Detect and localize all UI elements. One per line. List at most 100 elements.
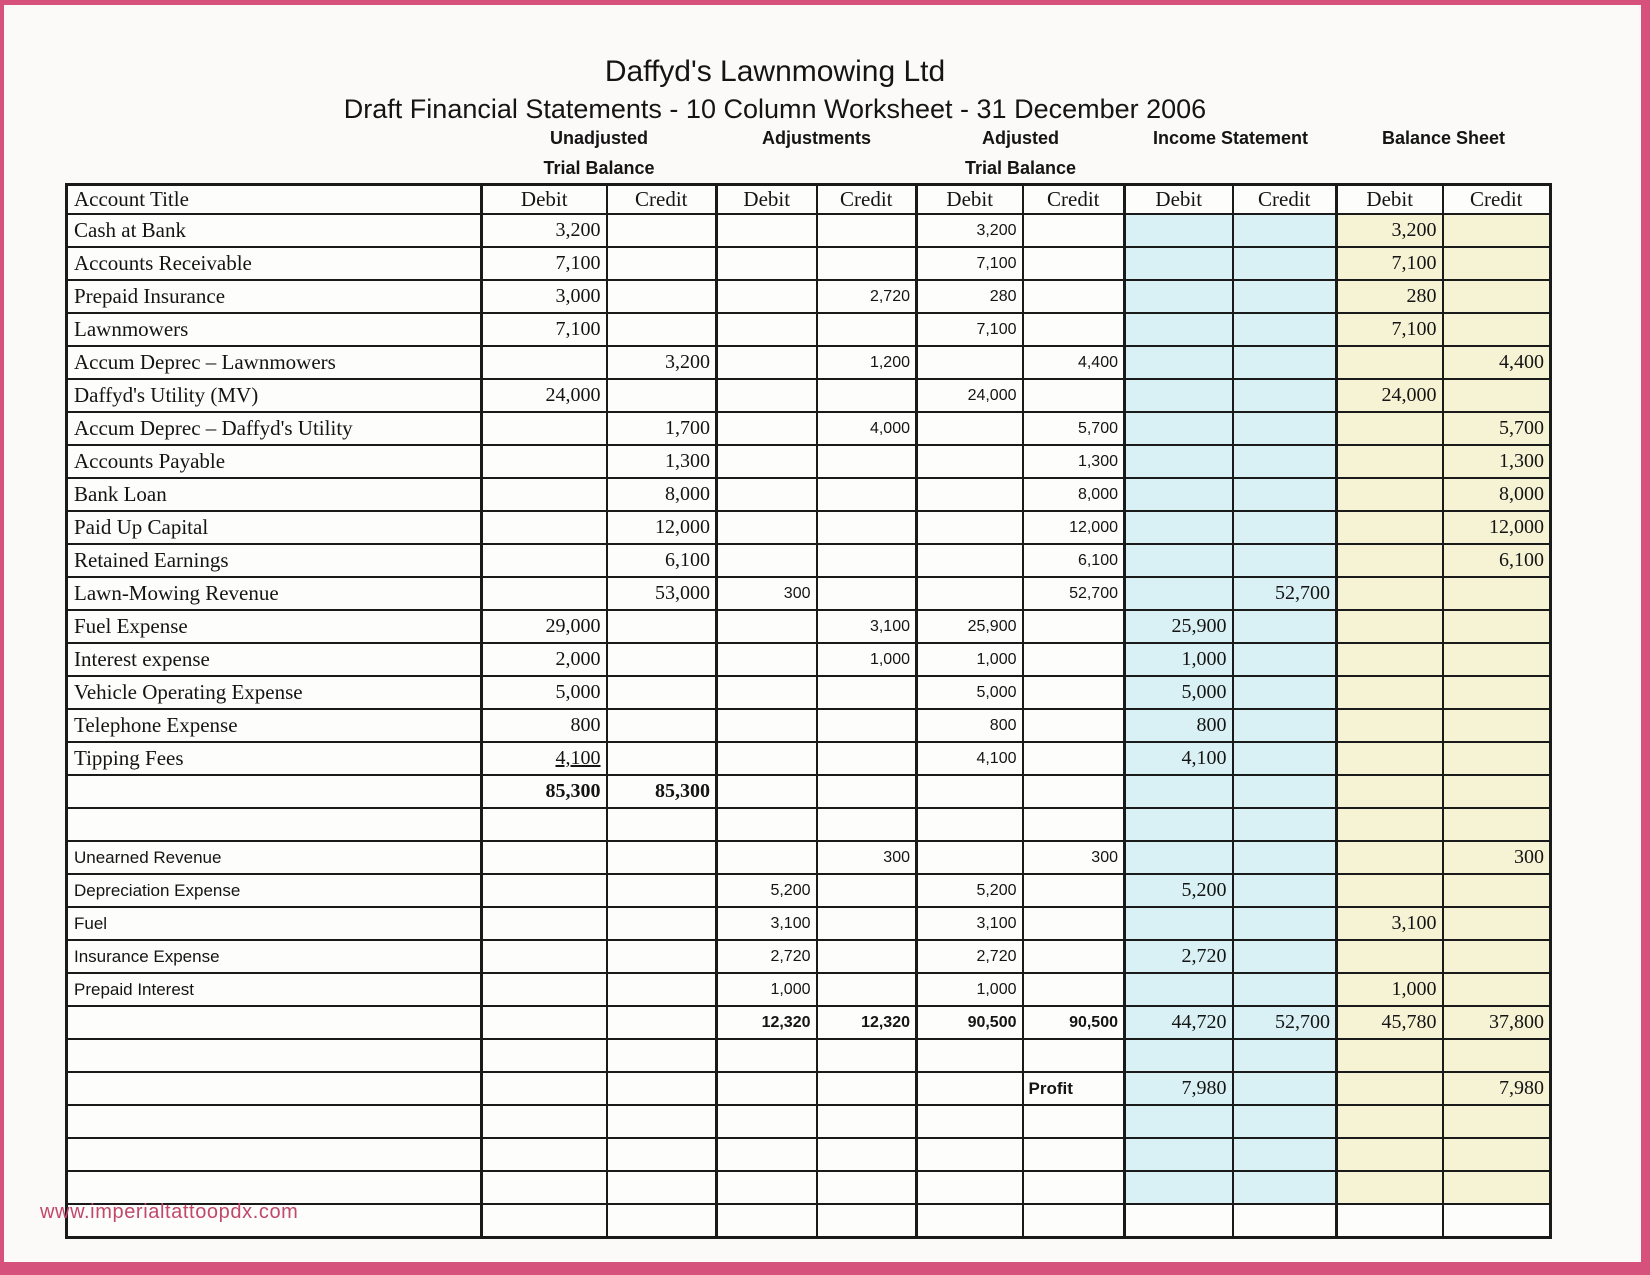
amount-cell: 24,000 xyxy=(915,378,1024,413)
empty-cell xyxy=(915,411,1024,446)
group-header-label: Trial Balance xyxy=(543,157,655,178)
empty-cell xyxy=(1123,246,1234,281)
amount-cell: 800 xyxy=(1123,708,1234,743)
empty-cell xyxy=(65,1104,483,1139)
table-row: Insurance Expense 2,720 2,720 2,720 xyxy=(65,939,1552,974)
empty-cell xyxy=(1123,411,1234,446)
empty-cell xyxy=(1335,1104,1444,1139)
amount-cell: 90,500 xyxy=(1021,1005,1126,1040)
empty-cell xyxy=(1231,642,1338,677)
empty-cell xyxy=(715,1203,818,1239)
empty-cell xyxy=(1123,906,1234,941)
empty-cell xyxy=(1335,444,1444,479)
empty-cell xyxy=(605,609,718,644)
empty-cell xyxy=(1335,543,1444,578)
account-title-cell: Fuel Expense xyxy=(65,609,483,644)
empty-cell xyxy=(915,774,1024,809)
empty-cell xyxy=(1021,312,1126,347)
amount-cell: 7,100 xyxy=(480,312,608,347)
empty-cell xyxy=(715,1071,818,1106)
empty-cell xyxy=(65,1071,483,1106)
empty-cell xyxy=(1441,939,1552,974)
empty-cell xyxy=(715,345,818,380)
column-header: Credit xyxy=(1021,183,1126,215)
amount-cell: 1,300 xyxy=(1441,444,1552,479)
empty-cell xyxy=(1441,609,1552,644)
empty-cell xyxy=(480,411,608,446)
amount-cell: 25,900 xyxy=(1123,609,1234,644)
amount-cell: 12,000 xyxy=(605,510,718,545)
empty-cell xyxy=(1231,1104,1338,1139)
account-title-cell: Telephone Expense xyxy=(65,708,483,743)
amount-cell: 12,320 xyxy=(815,1005,918,1040)
empty-cell xyxy=(1021,972,1126,1007)
empty-cell xyxy=(815,213,918,248)
empty-cell xyxy=(1231,213,1338,248)
account-title-cell: Prepaid Interest xyxy=(65,972,483,1007)
empty-cell xyxy=(1123,1170,1234,1205)
empty-cell xyxy=(1231,741,1338,776)
empty-cell xyxy=(1335,1071,1444,1106)
watermark-link: www.imperialtattoopdx.com xyxy=(40,1201,299,1223)
empty-cell xyxy=(1441,906,1552,941)
empty-cell xyxy=(915,1104,1024,1139)
empty-cell xyxy=(815,246,918,281)
amount-cell: 5,200 xyxy=(1123,873,1234,908)
empty-cell xyxy=(1021,906,1126,941)
empty-cell xyxy=(1441,279,1552,314)
amount-cell: 7,100 xyxy=(1335,246,1444,281)
empty-cell xyxy=(480,1203,608,1239)
empty-cell xyxy=(1335,873,1444,908)
empty-cell xyxy=(1441,642,1552,677)
empty-cell xyxy=(1021,246,1126,281)
amount-cell: 7,100 xyxy=(915,312,1024,347)
amount-cell: 24,000 xyxy=(1335,378,1444,413)
empty-cell xyxy=(915,345,1024,380)
amount-cell: 52,700 xyxy=(1021,576,1126,611)
amount-cell: 1,700 xyxy=(605,411,718,446)
amount-cell: 7,980 xyxy=(1441,1071,1552,1106)
empty-cell xyxy=(1123,444,1234,479)
amount-cell: 280 xyxy=(915,279,1024,314)
empty-cell xyxy=(815,708,918,743)
account-title-cell: Accum Deprec – Daffyd's Utility xyxy=(65,411,483,446)
empty-cell xyxy=(1441,708,1552,743)
empty-cell xyxy=(1441,873,1552,908)
empty-cell xyxy=(480,1137,608,1172)
column-header: Credit xyxy=(1231,183,1338,215)
amount-cell: 25,900 xyxy=(915,609,1024,644)
empty-cell xyxy=(1441,1038,1552,1073)
column-header: Debit xyxy=(1123,183,1234,215)
empty-cell xyxy=(1335,708,1444,743)
empty-cell xyxy=(1231,1071,1338,1106)
amount-cell: 2,720 xyxy=(815,279,918,314)
empty-cell xyxy=(1123,807,1234,842)
amount-cell: 12,320 xyxy=(715,1005,818,1040)
amount-cell: 7,100 xyxy=(1335,312,1444,347)
page-title: Daffyd's Lawnmowing Ltd xyxy=(604,55,946,88)
account-title-cell: Vehicle Operating Expense xyxy=(65,675,483,710)
empty-cell xyxy=(915,840,1024,875)
group-header-label xyxy=(717,153,917,185)
empty-cell xyxy=(480,807,608,842)
amount-cell: 1,000 xyxy=(915,972,1024,1007)
empty-cell xyxy=(815,444,918,479)
account-title-cell: Fuel xyxy=(65,906,483,941)
table-row: Prepaid Insurance 3,000 2,720 280 280 xyxy=(65,279,1552,314)
amount-cell: 24,000 xyxy=(480,378,608,413)
empty-cell xyxy=(1021,1104,1126,1139)
amount-cell: 1,300 xyxy=(605,444,718,479)
empty-cell xyxy=(1021,378,1126,413)
amount-cell: 7,100 xyxy=(915,246,1024,281)
empty-cell xyxy=(480,444,608,479)
empty-cell xyxy=(65,1038,483,1073)
group-header-label xyxy=(1337,153,1551,185)
group-header-label xyxy=(1125,153,1337,185)
column-header: Debit xyxy=(1335,183,1444,215)
amount-cell: 2,720 xyxy=(1123,939,1234,974)
amount-cell: 5,700 xyxy=(1441,411,1552,446)
empty-cell xyxy=(1441,675,1552,710)
empty-cell xyxy=(1021,279,1126,314)
empty-cell xyxy=(815,1170,918,1205)
